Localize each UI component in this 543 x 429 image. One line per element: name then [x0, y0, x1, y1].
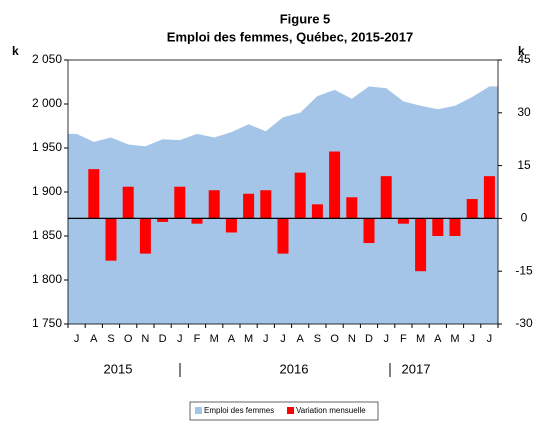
y-tick-label: 1 800	[32, 272, 62, 286]
bar	[191, 218, 203, 224]
x-tick-label: J	[280, 333, 286, 345]
legend-swatch	[287, 407, 294, 414]
bar	[208, 190, 220, 219]
y-tick-label: 1 950	[32, 140, 62, 154]
legend-label: Variation mensuelle	[296, 406, 366, 415]
y2-tick-label: -15	[515, 263, 533, 277]
y2-axis-label: k	[518, 44, 525, 58]
bar	[380, 176, 392, 219]
x-tick-label: J	[469, 333, 475, 345]
year-label: 2017	[402, 361, 431, 376]
bar	[449, 218, 461, 236]
chart-subtitle: Emploi des femmes, Québec, 2015-2017	[167, 29, 413, 44]
x-tick-label: A	[297, 333, 305, 345]
area	[68, 86, 498, 325]
bar	[346, 197, 358, 219]
y2-tick-label: 0	[521, 211, 528, 225]
x-tick-label: A	[434, 333, 442, 345]
bar	[294, 172, 306, 219]
y-tick-label: 1 900	[32, 184, 62, 198]
x-tick-label: M	[450, 333, 459, 345]
bar	[139, 218, 151, 254]
x-tick-label: O	[330, 333, 339, 345]
x-tick-label: A	[90, 333, 98, 345]
bar	[277, 218, 289, 254]
x-tick-label: S	[314, 333, 321, 345]
x-tick-label: J	[177, 333, 183, 345]
y2-tick-label: 30	[517, 105, 531, 119]
y-tick-label: 1 850	[32, 228, 62, 242]
y2-tick-label: 15	[517, 158, 531, 172]
bar	[174, 186, 186, 219]
chart-title: Figure 5	[280, 11, 331, 26]
x-tick-label: F	[400, 333, 407, 345]
y2-tick-label: -30	[515, 316, 533, 330]
year-label: 2015	[104, 361, 133, 376]
x-tick-label: N	[348, 333, 356, 345]
x-tick-label: J	[383, 333, 389, 345]
x-tick-label: J	[263, 333, 269, 345]
x-tick-label: D	[365, 333, 373, 345]
bar	[311, 204, 323, 219]
y-tick-label: 1 750	[32, 316, 62, 330]
bar	[88, 169, 100, 219]
bar	[483, 176, 495, 219]
bar	[225, 218, 237, 233]
x-tick-label: J	[74, 333, 80, 345]
y2-tick-label: 45	[517, 52, 531, 66]
bar	[260, 190, 272, 219]
x-tick-label: S	[107, 333, 114, 345]
x-tick-label: A	[228, 333, 236, 345]
bar	[397, 218, 409, 224]
x-tick-label: F	[194, 333, 201, 345]
year-label: 2016	[280, 361, 309, 376]
bar	[432, 218, 444, 236]
bar	[122, 186, 134, 219]
x-tick-label: O	[124, 333, 133, 345]
legend-label: Emploi des femmes	[204, 406, 274, 415]
bar	[157, 218, 169, 222]
x-tick-label: J	[487, 333, 493, 345]
legend-box	[189, 401, 379, 421]
bar	[105, 218, 117, 261]
bar	[363, 218, 375, 244]
bar	[243, 193, 255, 219]
bar	[329, 151, 341, 219]
x-tick-label: M	[244, 333, 253, 345]
x-tick-label: N	[141, 333, 149, 345]
y-tick-label: 2 050	[32, 52, 62, 66]
y-axis-label: k	[12, 44, 19, 58]
bar	[466, 199, 478, 219]
legend-swatch	[195, 407, 202, 414]
y-tick-label: 2 000	[32, 96, 62, 110]
bar	[415, 218, 427, 272]
x-tick-label: M	[416, 333, 425, 345]
x-tick-label: M	[210, 333, 219, 345]
x-tick-label: D	[159, 333, 167, 345]
